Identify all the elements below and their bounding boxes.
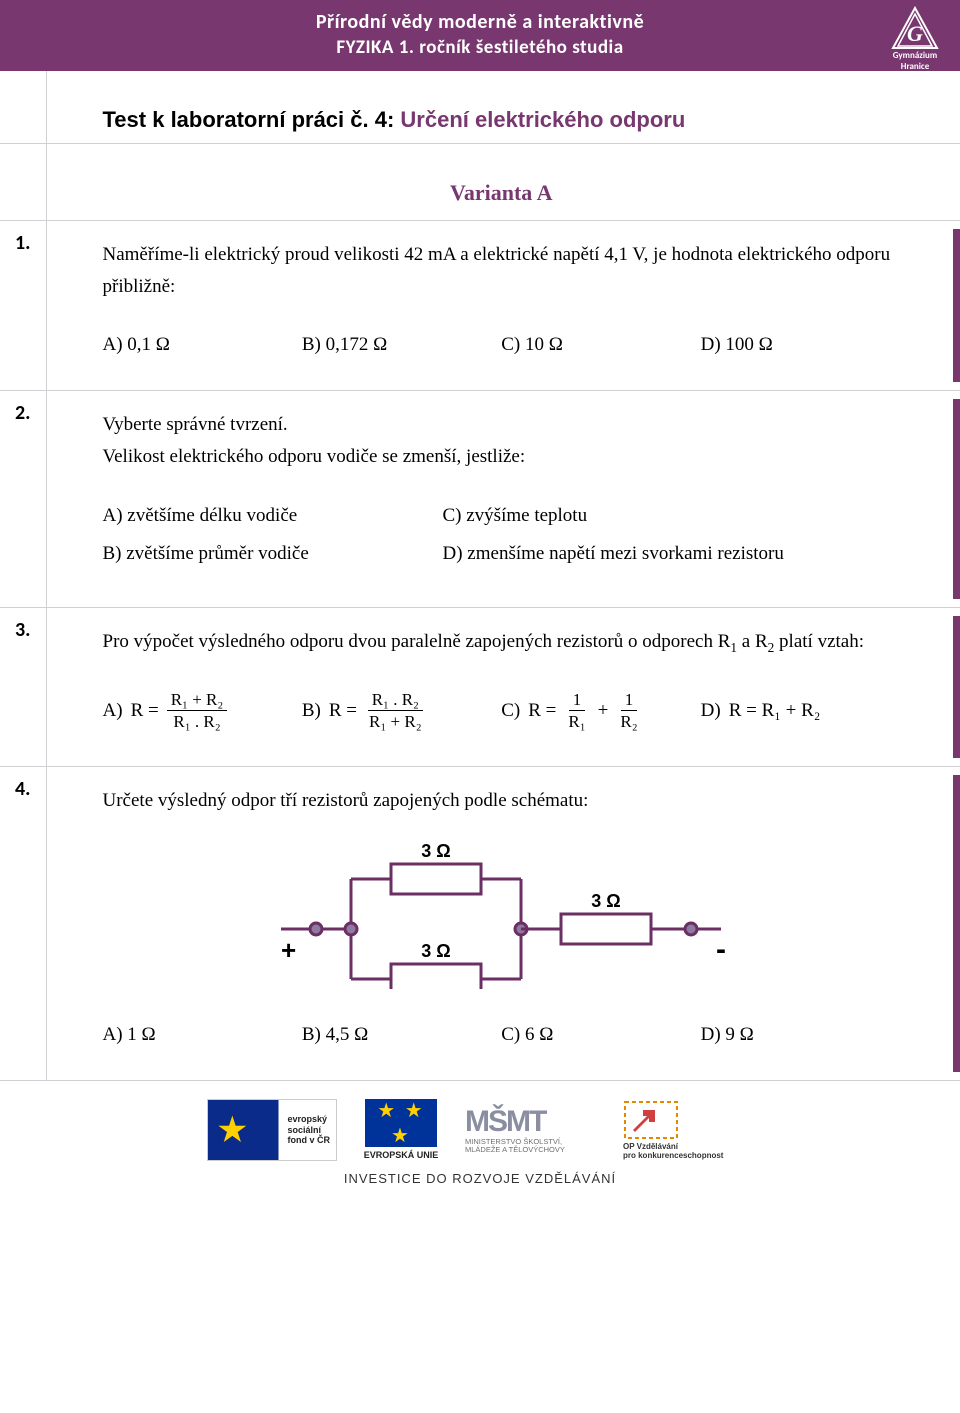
circuit-diagram: 3 Ω 3 Ω 3 Ω + - [103,839,901,994]
msmt-logo: MŠMT MINISTERSTVO ŠKOLSTVÍ, MLÁDEŽE A TĚ… [465,1105,605,1155]
eu-logo: ★ ★ ★ EVROPSKÁ UNIE [355,1099,447,1160]
q2-opt-c: C) zvýšíme teplotu [443,497,784,535]
esf-logo: ★ evropský sociální fond v ČR [207,1099,337,1161]
svg-text:3 Ω: 3 Ω [592,891,621,911]
q4-opt-b: B) 4,5 Ω [302,1024,501,1046]
q3-opt-a: A) R = R₁ + R₂R₁ . R₂ [103,690,302,732]
q2-options: A) zvětšíme délku vodiče B) zvětšíme prů… [103,497,901,573]
q4-opt-d: D) 9 Ω [701,1024,900,1046]
test-title-prefix: Test k laboratorní práci č. 4: [103,107,401,132]
page-footer: ★ evropský sociální fond v ČR ★ ★ ★ EVRO… [0,1081,960,1226]
q4-options: A) 1 Ω B) 4,5 Ω C) 6 Ω D) 9 Ω [103,1024,901,1046]
q3-opt-c: C) R = 1R₁ + 1R₂ [501,690,700,732]
accent-bar [953,399,960,600]
q3-options: A) R = R₁ + R₂R₁ . R₂ B) R = R₁ . R₂R₁ +… [103,690,901,732]
q3-opt-b: B) R = R₁ . R₂R₁ + R₂ [302,690,501,732]
q1-opt-a: A) 0,1 Ω [103,334,302,356]
svg-text:G: G [907,21,923,46]
esf-stars-icon: ★ [218,1112,243,1149]
q2-opt-d: D) zmenšíme napětí mezi svorkami rezisto… [443,535,784,573]
svg-text:+: + [281,935,296,965]
q1-opt-c: C) 10 Ω [501,334,700,356]
header-title-2: FYZIKA 1. ročník šestiletého studia [20,36,940,59]
logo-text-1: Gymnázium [884,51,946,61]
op-logo: OP Vzdělávání pro konkurenceschopnost [623,1100,753,1160]
variant-label: Varianta A [103,180,901,206]
svg-text:3 Ω: 3 Ω [422,941,451,961]
q4-text: Určete výsledný odpor tří rezistorů zapo… [103,785,901,817]
accent-bar [953,616,960,757]
svg-text:-: - [716,933,726,966]
num-cell-empty [0,71,46,144]
accent-bar [953,775,960,1072]
svg-text:3 Ω: 3 Ω [422,841,451,861]
header-title-1: Přírodní vědy moderně a interaktivně [20,10,940,34]
q3-number: 3. [0,608,46,766]
school-logo: G Gymnázium Hranice [884,6,946,72]
q1-options: A) 0,1 Ω B) 0,172 Ω C) 10 Ω D) 100 Ω [103,334,901,356]
q2-line1: Vyberte správné tvrzení. [103,409,901,441]
q4-number: 4. [0,766,46,1080]
accent-bar [953,229,960,382]
eu-flag-icon: ★ ★ ★ [365,1099,437,1147]
q1-opt-d: D) 100 Ω [701,334,900,356]
page-header: Přírodní vědy moderně a interaktivně FYZ… [0,0,960,71]
invest-tagline: INVESTICE DO ROZVOJE VZDĚLÁVÁNÍ [0,1171,960,1186]
op-arrows-icon [623,1100,679,1140]
q1-text: Naměříme-li elektrický proud velikosti 4… [103,239,901,304]
q3-text: Pro výpočet výsledného odporu dvou paral… [103,626,901,659]
q4-opt-a: A) 1 Ω [103,1024,302,1046]
q4-opt-c: C) 6 Ω [501,1024,700,1046]
num-cell-empty-2 [0,144,46,221]
q2-line2: Velikost elektrického odporu vodiče se z… [103,441,901,473]
q1-number: 1. [0,221,46,391]
triangle-g-icon: G [891,6,939,50]
test-title-highlight: Určení elektrického odporu [400,107,685,132]
q1-opt-b: B) 0,172 Ω [302,334,501,356]
q2-opt-b: B) zvětšíme průměr vodiče [103,535,443,573]
q2-opt-a: A) zvětšíme délku vodiče [103,497,443,535]
sponsor-logos: ★ evropský sociální fond v ČR ★ ★ ★ EVRO… [207,1099,753,1161]
q2-number: 2. [0,390,46,608]
q3-opt-d: D) R = R₁ + R₂ [701,700,900,722]
test-title: Test k laboratorní práci č. 4: Určení el… [103,107,901,133]
questions-table: Test k laboratorní práci č. 4: Určení el… [0,71,960,1226]
